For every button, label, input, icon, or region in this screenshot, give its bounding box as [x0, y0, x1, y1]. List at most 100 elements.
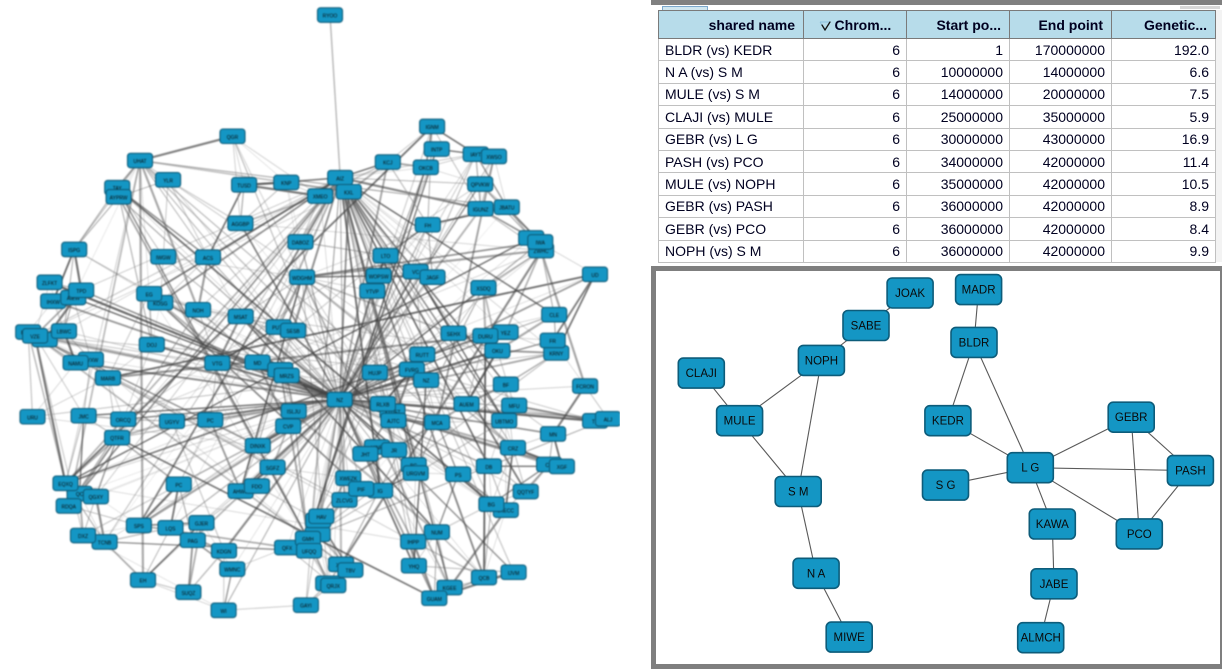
svg-text:KDGN: KDGN	[217, 549, 232, 555]
svg-text:UGYV: UGYV	[165, 420, 180, 426]
svg-text:CLE: CLE	[549, 313, 559, 319]
svg-text:S M: S M	[788, 487, 808, 499]
svg-text:IGNM: IGNM	[426, 125, 439, 131]
svg-text:JMC: JMC	[78, 414, 89, 420]
svg-text:KCJ: KCJ	[383, 161, 393, 167]
svg-text:QGR: QGR	[227, 135, 239, 141]
svg-text:JOAK: JOAK	[895, 288, 925, 300]
svg-text:KEDR: KEDR	[932, 416, 964, 428]
svg-text:IWGW: IWGW	[156, 255, 171, 261]
svg-text:AIZ: AIZ	[336, 176, 344, 182]
svg-text:JBATU: JBATU	[499, 206, 515, 212]
svg-text:FCRON: FCRON	[576, 385, 594, 391]
svg-text:JHT: JHT	[361, 452, 370, 458]
svg-text:KRNY: KRNY	[549, 352, 564, 358]
svg-text:PC: PC	[175, 483, 182, 489]
svg-text:WDGHM: WDGHM	[292, 276, 312, 282]
svg-text:QQTYF: QQTYF	[517, 490, 534, 496]
svg-text:N A: N A	[807, 568, 826, 580]
svg-text:HUJP: HUJP	[368, 371, 382, 377]
svg-text:TUSD: TUSD	[237, 183, 251, 189]
svg-text:RYOO: RYOO	[323, 14, 338, 20]
svg-text:GMH: GMH	[302, 537, 314, 543]
svg-text:PS: PS	[455, 473, 462, 479]
svg-text:EG: EG	[146, 292, 153, 298]
svg-text:ZLCVG: ZLCVG	[336, 499, 353, 505]
svg-text:MSAT: MSAT	[234, 315, 248, 321]
svg-text:ZLFKT: ZLFKT	[42, 281, 57, 287]
svg-text:ISLJU: ISLJU	[287, 410, 301, 416]
svg-text:MCA: MCA	[432, 421, 444, 427]
svg-text:MADR: MADR	[962, 285, 996, 297]
svg-text:SESB: SESB	[286, 329, 300, 335]
svg-text:IHPP: IHPP	[407, 540, 419, 546]
svg-text:FH: FH	[424, 223, 431, 229]
svg-text:PC: PC	[207, 419, 214, 425]
svg-text:ALJ: ALJ	[604, 417, 613, 423]
svg-text:JAGF: JAGF	[426, 276, 439, 282]
svg-text:AUEM: AUEM	[459, 403, 473, 409]
svg-text:YLR: YLR	[163, 179, 173, 185]
svg-text:QRJX: QRJX	[327, 584, 341, 590]
svg-text:OKU: OKU	[492, 349, 503, 355]
svg-text:AGGBP: AGGBP	[232, 222, 250, 228]
svg-text:GAYI: GAYI	[300, 604, 312, 610]
svg-text:MULE: MULE	[724, 416, 756, 428]
svg-text:RDQA: RDQA	[61, 505, 76, 511]
svg-text:IAYT: IAYT	[470, 153, 481, 159]
svg-text:URU: URU	[27, 415, 38, 421]
svg-text:ZWHC: ZWHC	[534, 249, 549, 255]
svg-text:VTG: VTG	[212, 362, 222, 368]
svg-text:ORCQ: ORCQ	[116, 418, 131, 424]
svg-text:MN: MN	[549, 433, 557, 439]
svg-text:EQXQ: EQXQ	[58, 482, 73, 488]
svg-text:MIWE: MIWE	[834, 632, 866, 644]
svg-text:UFQQ: UFQQ	[302, 549, 317, 555]
svg-text:SABE: SABE	[851, 321, 882, 333]
svg-text:JR: JR	[391, 449, 398, 455]
svg-text:NAMU: NAMU	[68, 361, 83, 367]
svg-text:IGUNZ: IGUNZ	[473, 207, 489, 213]
svg-text:VZE: VZE	[30, 334, 40, 340]
svg-text:GEBR: GEBR	[1115, 412, 1148, 424]
svg-text:GUAM: GUAM	[427, 597, 442, 603]
svg-text:NOH: NOH	[193, 308, 205, 314]
svg-text:KOSG: KOSG	[153, 301, 168, 307]
svg-text:QC: QC	[76, 492, 84, 498]
svg-text:XWSO: XWSO	[486, 155, 501, 161]
svg-text:PCO: PCO	[1127, 529, 1152, 541]
svg-text:LTO: LTO	[381, 254, 390, 260]
svg-text:XSDQ: XSDQ	[476, 286, 490, 292]
svg-text:YHQ: YHQ	[408, 564, 419, 570]
svg-text:LQS: LQS	[165, 526, 176, 532]
svg-text:ISPG: ISPG	[68, 248, 80, 254]
svg-text:TCNB: TCNB	[98, 541, 112, 547]
svg-text:YEZ: YEZ	[501, 331, 511, 337]
svg-text:MARB: MARB	[101, 377, 116, 383]
svg-text:NZ: NZ	[423, 379, 430, 385]
svg-text:NUM: NUM	[431, 531, 442, 537]
svg-text:WMNC: WMNC	[224, 568, 240, 574]
svg-text:NOPH: NOPH	[805, 355, 838, 367]
svg-text:GJER: GJER	[195, 521, 209, 527]
svg-text:AJTC: AJTC	[387, 419, 400, 425]
svg-text:RLXB: RLXB	[376, 403, 390, 409]
svg-text:QGXY: QGXY	[89, 495, 104, 501]
svg-text:UBTMO: UBTMO	[495, 419, 513, 425]
svg-text:DABOZ: DABOZ	[292, 241, 309, 247]
svg-text:PIF: PIF	[357, 487, 365, 493]
svg-text:IG: IG	[377, 489, 382, 495]
svg-text:IHXW: IHXW	[47, 300, 60, 306]
svg-text:UHAT: UHAT	[133, 159, 146, 165]
svg-text:LBWC: LBWC	[57, 330, 72, 336]
svg-text:CVP: CVP	[283, 425, 294, 431]
svg-text:NZ: NZ	[336, 398, 343, 404]
svg-text:MRZS: MRZS	[280, 374, 295, 380]
svg-text:URGVM: URGVM	[406, 472, 425, 478]
svg-text:UD: UD	[591, 273, 599, 279]
svg-text:PASH: PASH	[1175, 466, 1205, 478]
svg-text:KNP: KNP	[281, 181, 292, 187]
svg-text:BF: BF	[503, 383, 509, 389]
svg-text:QFX: QFX	[282, 546, 293, 552]
svg-text:QTFR: QTFR	[110, 436, 124, 442]
